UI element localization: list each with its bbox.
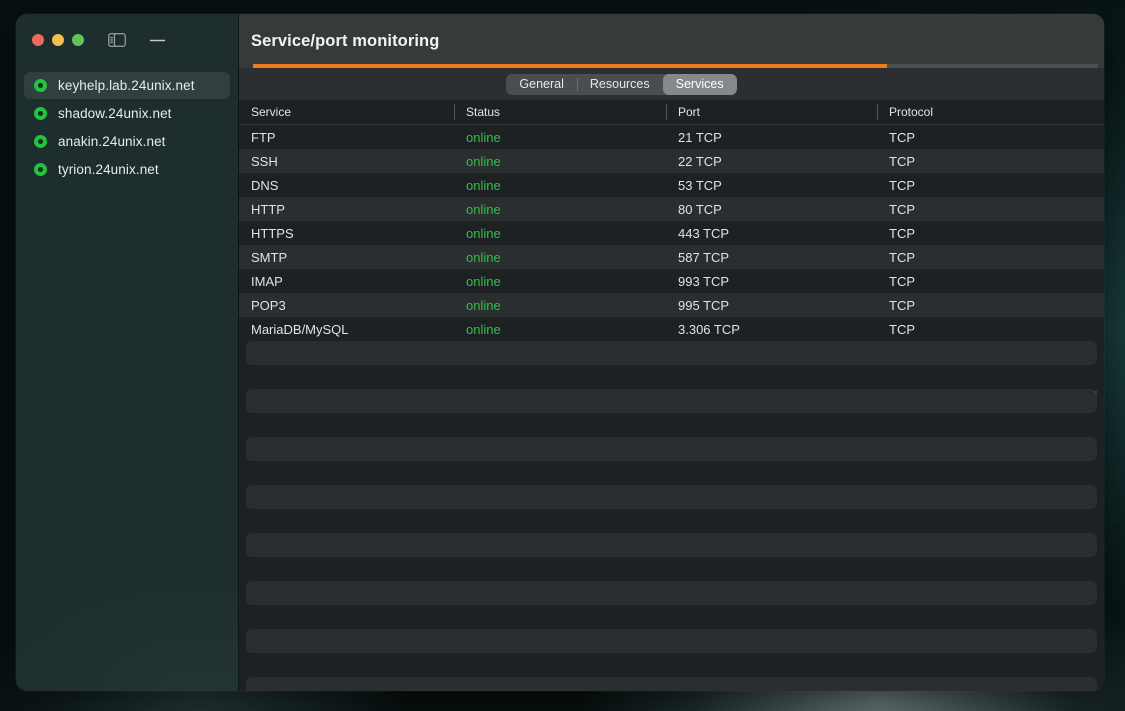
empty-row — [246, 485, 1097, 509]
column-header-protocol[interactable]: Protocol — [877, 100, 1104, 124]
cell-service: SMTP — [251, 249, 288, 265]
server-name: shadow.24unix.net — [58, 106, 172, 121]
cell-status: online — [466, 201, 501, 217]
server-name: tyrion.24unix.net — [58, 162, 159, 177]
cell-protocol: TCP — [889, 249, 915, 265]
sidebar-item-keyhelp[interactable]: keyhelp.lab.24unix.net — [24, 72, 230, 99]
cell-service: HTTPS — [251, 225, 294, 241]
services-table: Service Status Port Protocol FTP online … — [239, 100, 1104, 691]
cell-port: 995 TCP — [678, 297, 730, 313]
cell-status: online — [466, 177, 501, 193]
cell-port: 587 TCP — [678, 249, 730, 265]
column-header-service[interactable]: Service — [251, 105, 292, 119]
table-row[interactable]: HTTPS online 443 TCP TCP — [239, 221, 1104, 245]
page-title: Service/port monitoring — [251, 31, 440, 50]
cell-status: online — [466, 249, 501, 265]
cell-service: HTTP — [251, 201, 285, 217]
app-window: keyhelp.lab.24unix.net shadow.24unix.net… — [16, 14, 1104, 691]
table-row[interactable]: SMTP online 587 TCP TCP — [239, 245, 1104, 269]
status-online-icon — [34, 163, 47, 176]
cell-protocol: TCP — [889, 129, 915, 145]
cell-port: 22 TCP — [678, 153, 722, 169]
minimize-window-button[interactable] — [52, 34, 64, 46]
content-header: Service/port monitoring — [239, 14, 1104, 68]
status-online-icon — [34, 107, 47, 120]
cell-status: online — [466, 225, 501, 241]
sidebar-item-anakin[interactable]: anakin.24unix.net — [24, 128, 230, 155]
sidebar-toggle-icon — [108, 33, 126, 47]
empty-row — [246, 437, 1097, 461]
cell-protocol: TCP — [889, 177, 915, 193]
cell-port: 443 TCP — [678, 225, 730, 241]
status-online-icon — [34, 79, 47, 92]
empty-row — [246, 533, 1097, 557]
tab-bar: General Resources Services — [239, 68, 1104, 100]
empty-row — [246, 581, 1097, 605]
table-row[interactable]: HTTP online 80 TCP TCP — [239, 197, 1104, 221]
empty-row — [246, 389, 1097, 413]
cell-service: IMAP — [251, 273, 283, 289]
column-header-status[interactable]: Status — [454, 100, 666, 124]
table-body: FTP online 21 TCP TCP SSH online 22 TCP … — [239, 125, 1104, 691]
empty-rows — [239, 341, 1104, 691]
cell-service: FTP — [251, 129, 276, 145]
cell-port: 53 TCP — [678, 177, 722, 193]
cell-service: MariaDB/MySQL — [251, 321, 349, 337]
traffic-lights — [32, 34, 84, 46]
cell-protocol: TCP — [889, 321, 915, 337]
progress-bar-fill — [253, 64, 887, 68]
cell-status: online — [466, 273, 501, 289]
cell-status: online — [466, 129, 501, 145]
cell-status: online — [466, 321, 501, 337]
cell-service: DNS — [251, 177, 279, 193]
plus-icon — [149, 39, 165, 41]
cell-status: online — [466, 297, 501, 313]
sidebar: keyhelp.lab.24unix.net shadow.24unix.net… — [16, 14, 239, 691]
table-row[interactable]: FTP online 21 TCP TCP — [239, 125, 1104, 149]
sidebar-item-shadow[interactable]: shadow.24unix.net — [24, 100, 230, 127]
close-window-button[interactable] — [32, 34, 44, 46]
status-online-icon — [34, 135, 47, 148]
cell-status: online — [466, 153, 501, 169]
tab-services[interactable]: Services — [662, 73, 737, 95]
content-pane: Service/port monitoring General Resource… — [239, 14, 1104, 691]
empty-row — [246, 677, 1097, 691]
tab-resources[interactable]: Resources — [576, 74, 663, 95]
table-header-row: Service Status Port Protocol — [239, 100, 1104, 125]
cell-protocol: TCP — [889, 297, 915, 313]
cell-service: SSH — [251, 153, 278, 169]
server-name: keyhelp.lab.24unix.net — [58, 78, 195, 93]
segmented-control: General Resources Services — [506, 73, 737, 95]
table-row[interactable]: POP3 online 995 TCP TCP — [239, 293, 1104, 317]
empty-row — [246, 629, 1097, 653]
sidebar-toggle-button[interactable] — [106, 30, 128, 50]
progress-bar-track — [253, 64, 1098, 68]
server-name: anakin.24unix.net — [58, 134, 166, 149]
server-list: keyhelp.lab.24unix.net shadow.24unix.net… — [16, 66, 238, 184]
cell-protocol: TCP — [889, 225, 915, 241]
cell-service: POP3 — [251, 297, 286, 313]
table-row[interactable]: IMAP online 993 TCP TCP — [239, 269, 1104, 293]
sidebar-item-tyrion[interactable]: tyrion.24unix.net — [24, 156, 230, 183]
vertical-scrollbar[interactable] — [1097, 100, 1104, 691]
cell-port: 3.306 TCP — [678, 321, 740, 337]
table-row[interactable]: DNS online 53 TCP TCP — [239, 173, 1104, 197]
cell-protocol: TCP — [889, 153, 915, 169]
column-header-port[interactable]: Port — [666, 100, 877, 124]
tab-general[interactable]: General — [519, 77, 564, 91]
table-row[interactable]: SSH online 22 TCP TCP — [239, 149, 1104, 173]
empty-row — [246, 341, 1097, 365]
add-server-button[interactable] — [146, 30, 168, 50]
zoom-window-button[interactable] — [72, 34, 84, 46]
cell-port: 80 TCP — [678, 201, 722, 217]
window-titlebar — [16, 14, 238, 66]
cell-protocol: TCP — [889, 273, 915, 289]
cell-protocol: TCP — [889, 201, 915, 217]
table-row[interactable]: MariaDB/MySQL online 3.306 TCP TCP — [239, 317, 1104, 341]
cell-port: 993 TCP — [678, 273, 730, 289]
cell-port: 21 TCP — [678, 129, 722, 145]
